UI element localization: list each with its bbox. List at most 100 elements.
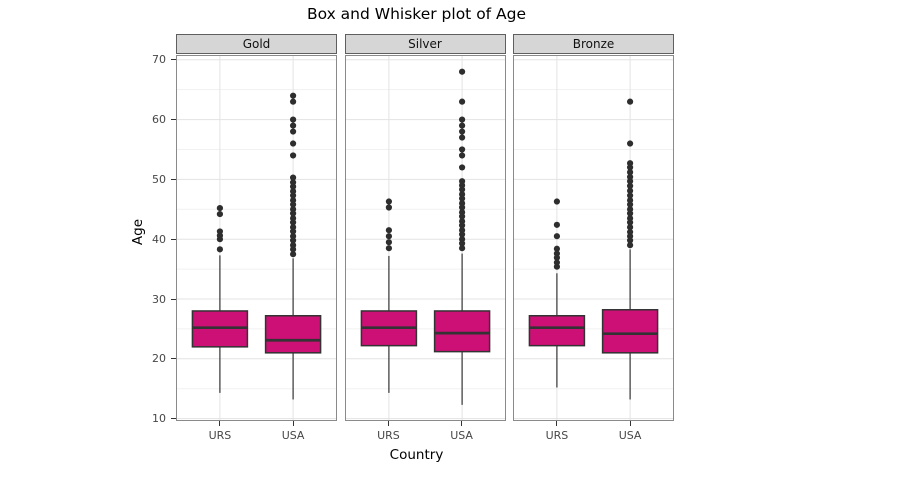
outlier-dot [289, 224, 297, 231]
outlier-dot [553, 250, 561, 257]
outlier-dot [289, 233, 297, 240]
outlier-dot [553, 221, 561, 228]
y-axis-tick-label: 30 [152, 292, 166, 306]
outlier-dot [458, 98, 465, 105]
outlier-dot [289, 140, 297, 147]
outlier-dot [458, 227, 465, 234]
outlier-dot [626, 215, 634, 222]
panel-border [176, 55, 337, 421]
x-axis-tick-mark [461, 421, 463, 426]
iqr-box [601, 309, 659, 354]
x-axis-tick-mark [219, 421, 221, 426]
y-axis-tick-mark [171, 418, 176, 420]
x-axis-title: Country [389, 447, 444, 463]
outlier-dot [289, 122, 297, 129]
x-axis-tick-label: USA [281, 429, 305, 442]
outlier-dot [553, 198, 561, 205]
x-axis-tick-label: USA [450, 429, 473, 442]
outlier-dot [458, 68, 465, 75]
outlier-dot [626, 98, 634, 105]
box-group-usa [264, 92, 322, 400]
y-axis-tick-label: 60 [152, 113, 166, 127]
panel-background [344, 55, 506, 421]
y-axis-tick-label: 50 [152, 172, 166, 186]
outlier-dot [458, 146, 465, 153]
x-axis-tick-mark [629, 421, 631, 426]
panel-border [513, 55, 674, 421]
x-axis-tick-label: URS [377, 429, 400, 442]
box-group-urs [360, 198, 417, 393]
iqr-box [264, 314, 322, 354]
outlier-dot [458, 218, 465, 225]
outlier-dot [216, 210, 224, 218]
outlier-dot [458, 178, 465, 185]
box-group-urs [191, 204, 249, 393]
y-axis-tick-mark [171, 358, 176, 360]
outlier-dot [458, 209, 465, 216]
outlier-dot [626, 206, 634, 213]
outlier-dot [385, 239, 392, 246]
x-axis-tick-label: USA [618, 429, 642, 442]
y-axis-tick-label: 20 [152, 352, 166, 366]
facet-strip-label: Bronze [572, 37, 615, 51]
outlier-dot [626, 173, 634, 181]
panel-background [513, 55, 674, 421]
x-axis-tick-mark [292, 421, 294, 426]
outlier-dot [626, 228, 634, 236]
outlier-dot [626, 197, 634, 204]
outlier-dot [458, 152, 465, 159]
box-group-usa [601, 98, 659, 400]
outlier-dot [458, 164, 465, 171]
outlier-dot [626, 182, 634, 190]
outlier-dot [289, 174, 297, 181]
outlier-dot [458, 122, 465, 129]
y-axis-tick-mark [171, 238, 176, 240]
facet-strip-label: Silver [408, 37, 442, 51]
box-group-usa [433, 68, 490, 405]
outlier-dot [458, 116, 465, 123]
panel-border [344, 55, 506, 421]
outlier-dot [458, 134, 465, 141]
x-axis-tick-label: URS [545, 429, 569, 442]
outlier-dot [626, 242, 634, 249]
outlier-dot [553, 245, 561, 252]
y-axis-tick-mark [171, 119, 176, 121]
outlier-dot [216, 228, 224, 235]
outlier-dot [553, 259, 561, 266]
panel-background [176, 55, 337, 421]
outlier-dot [458, 128, 465, 135]
outlier-dot [626, 160, 634, 167]
outlier-dot [289, 128, 297, 135]
outlier-dot [289, 206, 297, 213]
outlier-dot [289, 179, 297, 186]
outlier-dot [553, 233, 561, 240]
iqr-box [433, 310, 490, 353]
outlier-dot [289, 188, 297, 195]
outlier-dot [289, 242, 297, 249]
outlier-dot [385, 227, 392, 234]
y-axis-tick-label: 70 [152, 53, 166, 67]
x-axis-tick-label: URS [208, 429, 232, 442]
facet-panel-gold [176, 55, 337, 421]
outlier-dot [289, 92, 297, 99]
outlier-dot [458, 245, 465, 252]
facet-panel-bronze [513, 55, 674, 421]
outlier-dot [626, 169, 634, 176]
facet-strip-bronze: Bronze [513, 34, 674, 54]
iqr-box [528, 314, 586, 347]
facet-strip-label: Gold [242, 37, 271, 51]
outlier-dot [216, 246, 224, 253]
outlier-dot [289, 98, 297, 105]
outlier-dot [385, 233, 392, 240]
box-group-urs [528, 198, 586, 388]
outlier-dot [458, 200, 465, 207]
y-axis-tick-label: 40 [152, 232, 166, 246]
outlier-dot [458, 191, 465, 198]
x-axis-tick-mark [387, 421, 389, 426]
y-axis-tick-label: 10 [152, 412, 166, 426]
facet-strip-gold: Gold [176, 34, 337, 54]
outlier-dot [289, 215, 297, 222]
outlier-dot [385, 198, 392, 205]
y-axis-tick-mark [171, 59, 176, 61]
